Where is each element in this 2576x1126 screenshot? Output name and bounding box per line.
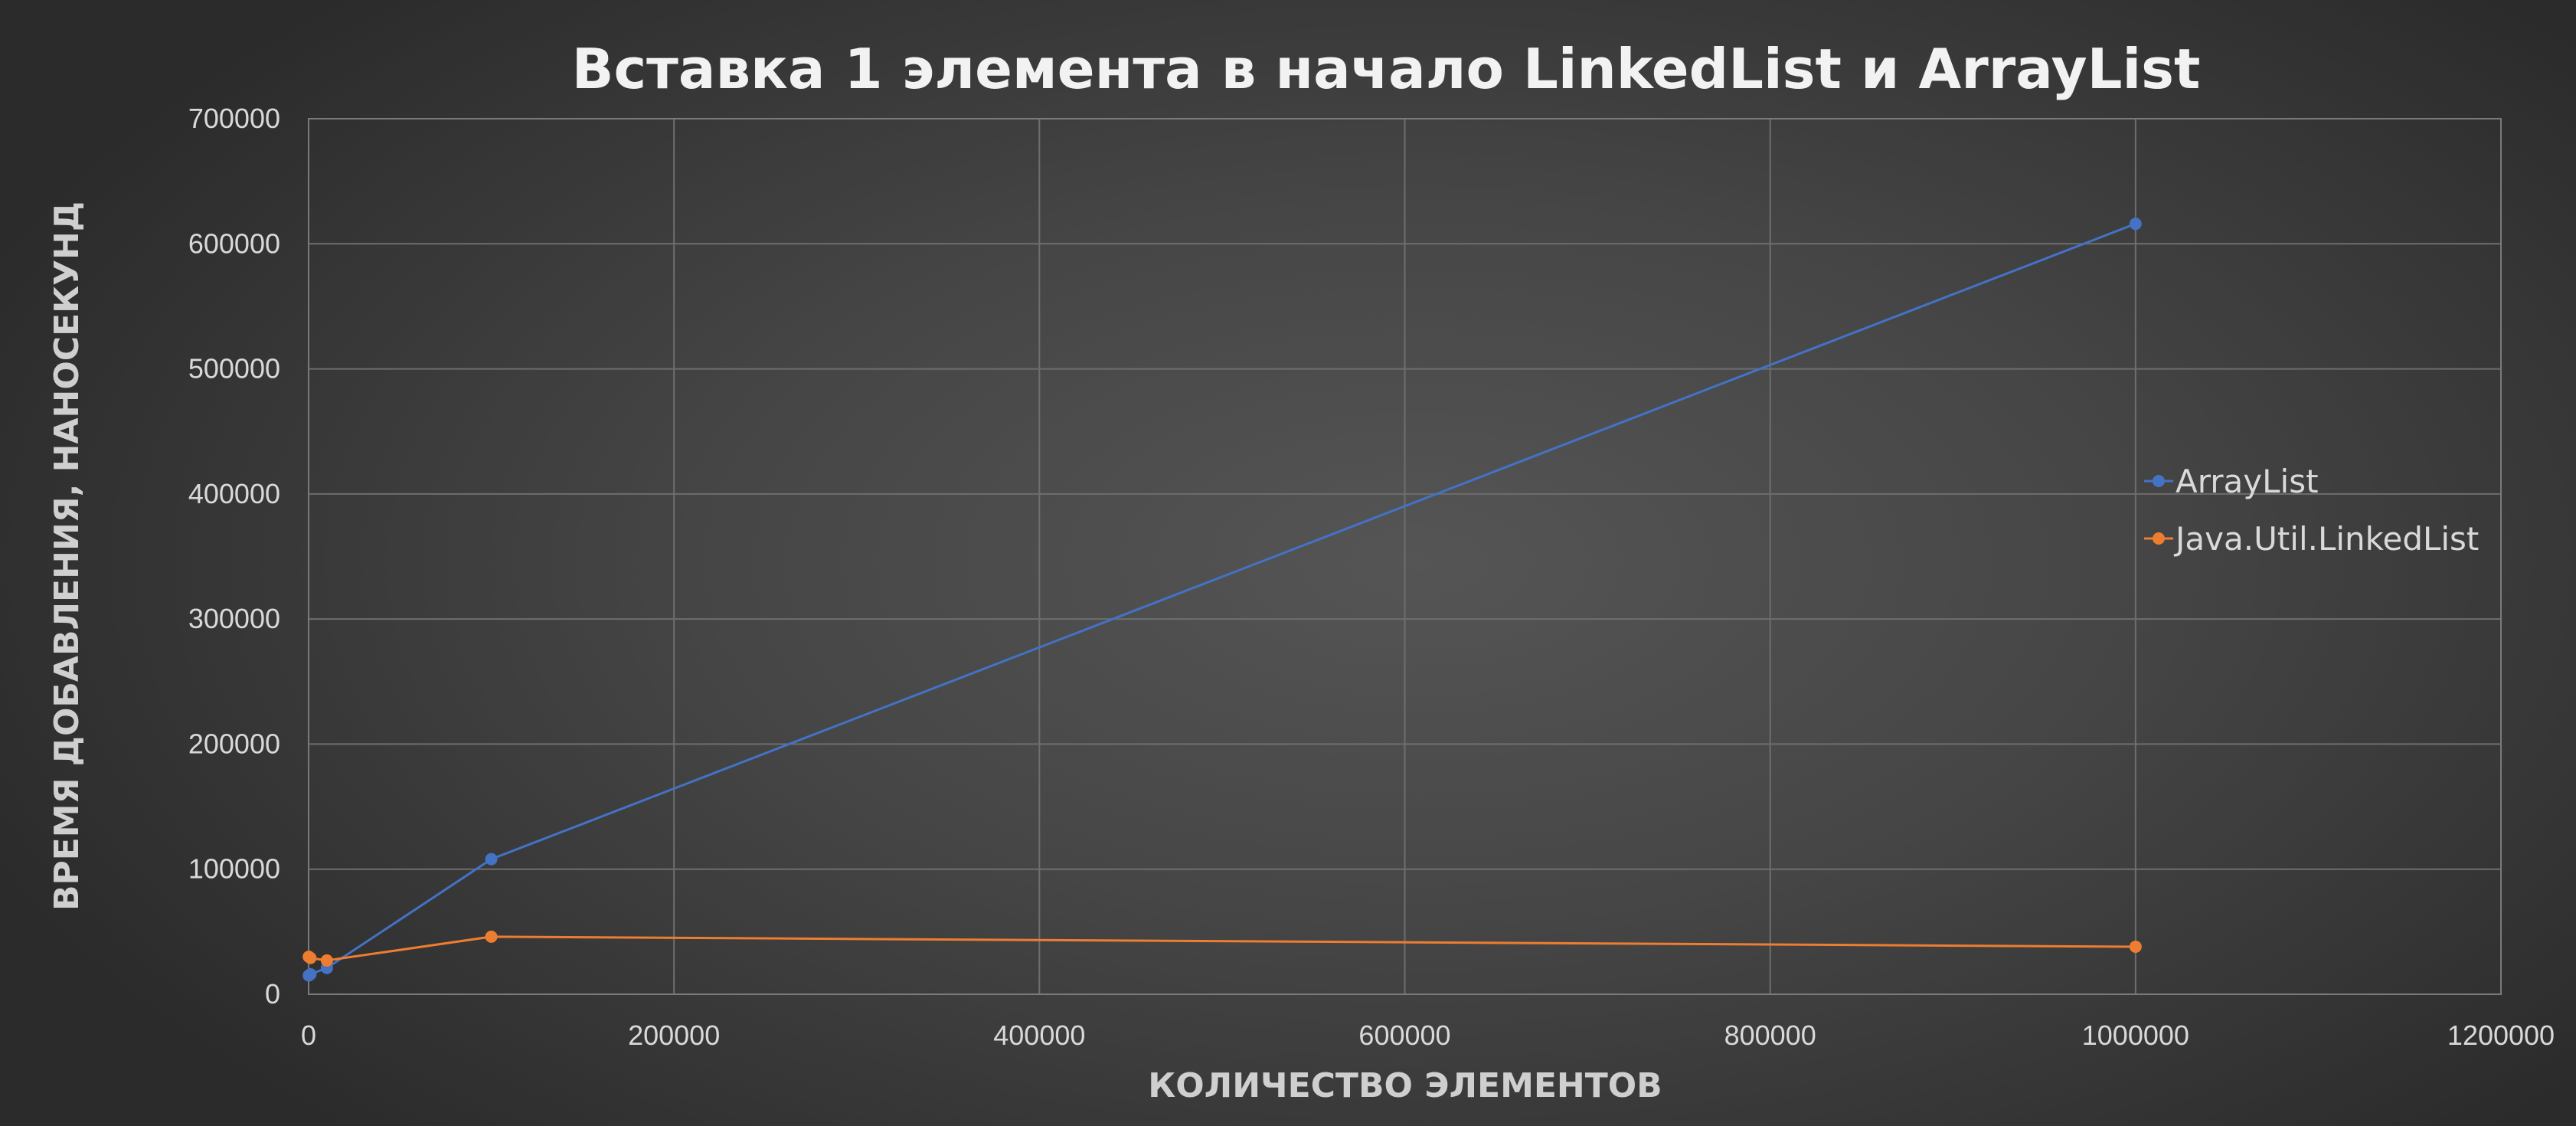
x-tick-label: 1200000 [2447, 1020, 2555, 1051]
x-axis-ticks: 0 200000 400000 600000 800000 1000000 1200000 [301, 1020, 2555, 1051]
series-2 [302, 930, 2142, 967]
y-tick-label: 700000 [188, 103, 280, 134]
y-tick-label: 600000 [188, 227, 280, 259]
x-axis-title: КОЛИЧЕСТВО ЭЛЕМЕНТОВ [1148, 1066, 1662, 1105]
x-tick-label: 600000 [1358, 1020, 1450, 1051]
data-point [485, 853, 498, 866]
y-axis-title: ВРЕМЯ ДОБАВЛЕНИЯ, НАНОСЕКУНД [47, 201, 87, 911]
legend-label: Java.Util.LinkedList [2173, 520, 2479, 558]
legend-item: ArrayList [2144, 463, 2319, 500]
data-point [2129, 218, 2142, 231]
data-point [485, 930, 498, 943]
data-point [304, 967, 317, 980]
x-tick-label: 400000 [993, 1020, 1085, 1051]
x-tick-label: 0 [301, 1020, 316, 1051]
legend-marker [2153, 532, 2165, 545]
grid-layer [309, 119, 2501, 994]
data-point [320, 954, 333, 967]
chart-title: Вставка 1 элемента в начало LinkedList и… [572, 37, 2201, 101]
y-tick-label: 100000 [188, 853, 280, 885]
legend: ArrayList Java.Util.LinkedList [2144, 463, 2479, 558]
data-point [304, 951, 317, 964]
y-tick-label: 200000 [188, 728, 280, 759]
x-tick-label: 200000 [628, 1020, 720, 1051]
legend-marker [2153, 475, 2165, 487]
y-tick-label: 500000 [188, 353, 280, 385]
y-axis-ticks: 0 100000 200000 300000 400000 500000 600000 700… [188, 103, 280, 1010]
legend-label: ArrayList [2176, 463, 2319, 500]
x-tick-label: 800000 [1724, 1020, 1816, 1051]
y-tick-label: 400000 [188, 478, 280, 509]
y-tick-label: 300000 [188, 603, 280, 634]
series-1 [302, 218, 2142, 982]
data-point [2129, 940, 2142, 953]
x-tick-label: 1000000 [2082, 1020, 2189, 1051]
legend-item: Java.Util.LinkedList [2144, 520, 2479, 558]
series-line [308, 222, 2136, 977]
series-line [308, 935, 2136, 962]
plot-area-border [308, 118, 2502, 995]
y-tick-label: 0 [265, 978, 280, 1010]
series-layer [302, 218, 2142, 982]
